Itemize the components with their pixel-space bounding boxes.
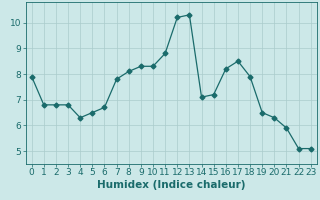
X-axis label: Humidex (Indice chaleur): Humidex (Indice chaleur) [97,180,245,190]
